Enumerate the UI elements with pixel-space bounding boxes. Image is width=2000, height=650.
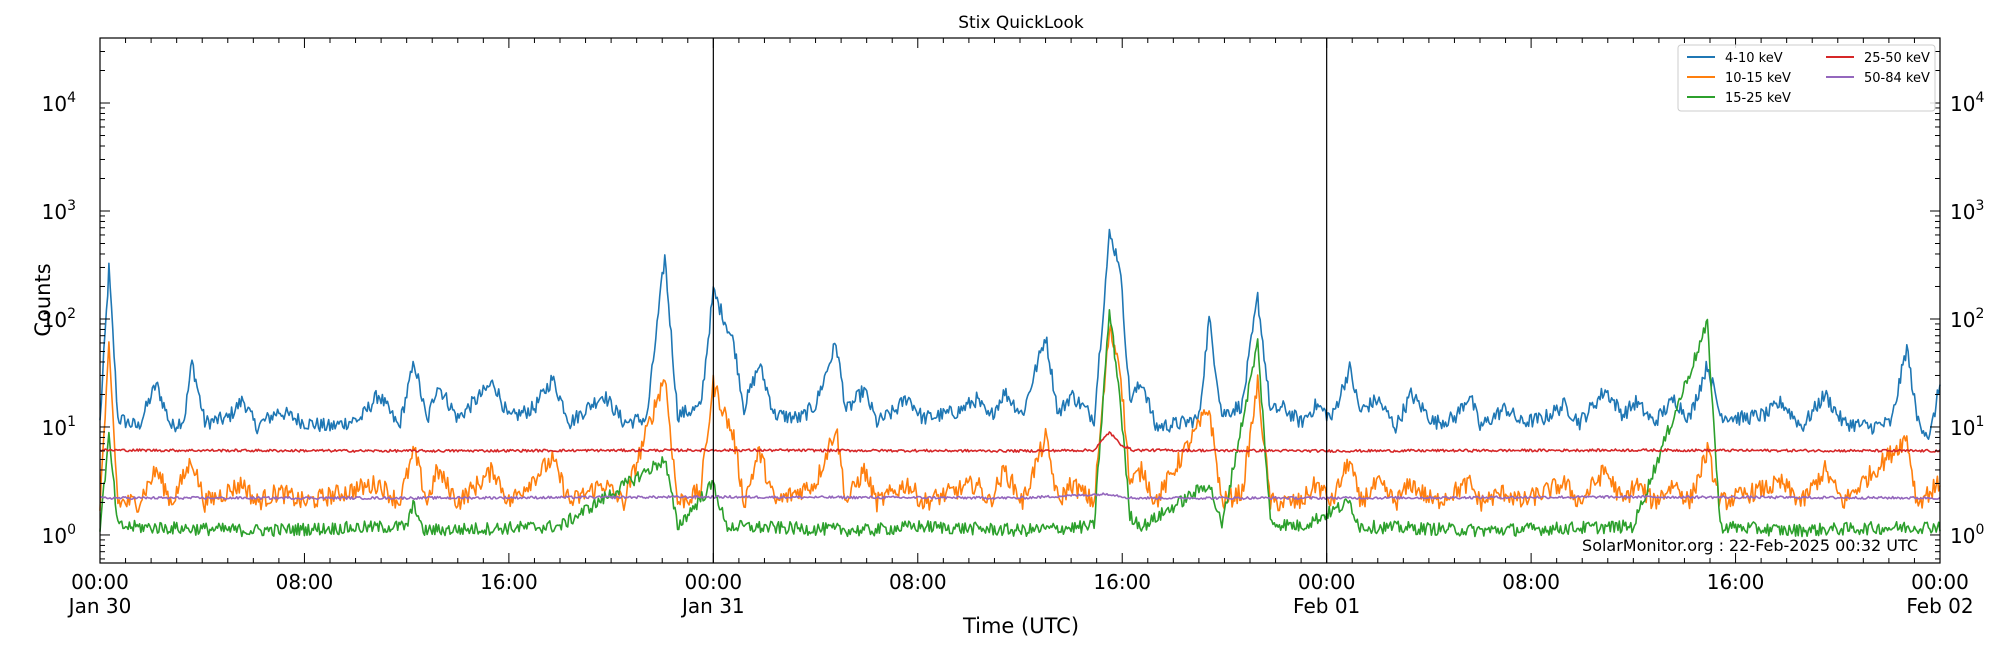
x-tick-label-date: Jan 31	[680, 594, 745, 618]
source-annotation: SolarMonitor.org : 22-Feb-2025 00:32 UTC	[1582, 536, 1918, 555]
y-tick-label-left: 100	[42, 522, 76, 548]
x-tick-label-time: 00:00	[71, 570, 129, 594]
legend-entries: 4-10 keV 10-15 keV 15-25 keV 25-50 keV 50-84…	[1687, 51, 1930, 106]
x-tick-label-time: 00:00	[685, 570, 743, 594]
legend-label: 10-15 keV	[1725, 71, 1791, 86]
y-tick-label-left: 103	[42, 198, 76, 224]
y-tick-label-right: 102	[1950, 306, 1984, 332]
y-tick-label-right: 100	[1950, 522, 1984, 548]
x-axis-label: Time (UTC)	[962, 614, 1079, 638]
y-axis-label: Counts	[31, 263, 55, 336]
legend-label: 4-10 keV	[1725, 51, 1783, 66]
x-tick-label-time: 08:00	[276, 570, 334, 594]
y-tick-label-right: 101	[1950, 414, 1984, 440]
series-line-4-10-kev	[99, 228, 1941, 440]
y-tick-label-left: 102	[42, 306, 76, 332]
series-line-50-84-kev	[99, 492, 1941, 501]
legend-label: 50-84 keV	[1864, 71, 1930, 86]
x-tick-label-time: 16:00	[1707, 570, 1765, 594]
series-line-25-50-kev	[99, 431, 1941, 453]
x-tick-label-time: 00:00	[1911, 570, 1969, 594]
y-tick-label-left: 104	[42, 90, 76, 116]
series-line-15-25-kev	[99, 309, 1941, 538]
legend-box	[1677, 44, 1936, 112]
legend: 4-10 keV 10-15 keV 15-25 keV 25-50 keV 50-84…	[1677, 44, 1936, 112]
y-axis-ticks: 100 100 101 101 102 102 103 103 104 104	[42, 37, 1984, 560]
x-tick-label-time: 16:00	[1093, 570, 1151, 594]
legend-label: 25-50 keV	[1864, 51, 1930, 66]
y-tick-label-right: 104	[1950, 90, 1984, 116]
plot-frame	[99, 37, 1941, 564]
x-tick-label-time: 00:00	[1298, 570, 1356, 594]
day-boundary-lines	[712, 38, 1328, 563]
y-tick-label-right: 103	[1950, 198, 1984, 224]
y-tick-label-left: 101	[42, 414, 76, 440]
x-tick-label-date: Feb 02	[1906, 594, 1973, 618]
series-layer	[99, 228, 1941, 538]
series-line-10-15-kev	[99, 324, 1941, 513]
x-tick-label-date: Feb 01	[1293, 594, 1360, 618]
x-tick-label-date: Jan 30	[67, 594, 132, 618]
x-tick-label-time: 08:00	[889, 570, 947, 594]
x-tick-label-time: 08:00	[1502, 570, 1560, 594]
legend-label: 15-25 keV	[1725, 91, 1791, 106]
x-tick-label-time: 16:00	[480, 570, 538, 594]
chart-title: Stix QuickLook	[958, 13, 1084, 33]
